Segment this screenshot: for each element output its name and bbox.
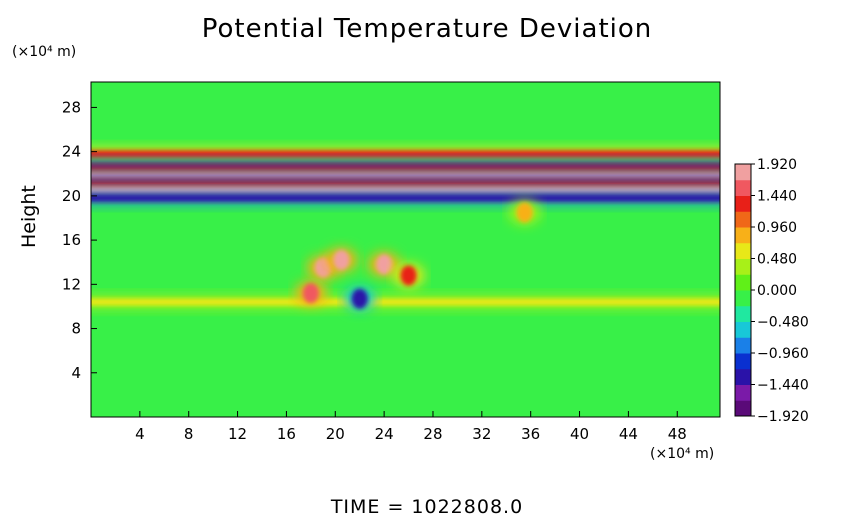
colorbar-swatch [735, 164, 751, 181]
heatmap-field [91, 146, 720, 311]
y-tick-label: 28 [62, 98, 81, 116]
colorbar-swatch [735, 321, 751, 338]
x-tick-label: 32 [472, 425, 491, 443]
field-feature [392, 263, 425, 288]
x-tick-label: 40 [570, 425, 589, 443]
field-feature [294, 281, 327, 306]
x-tick-label: 4 [135, 425, 145, 443]
colorbar-swatch [735, 258, 751, 275]
field-feature [343, 286, 376, 311]
colorbar-swatch [735, 353, 751, 370]
colorbar-tick-label: 0.000 [757, 283, 797, 299]
y-tick-label: 8 [71, 320, 81, 338]
y-axis-unit: (×10⁴ m) [12, 44, 77, 60]
y-tick-label: 4 [71, 364, 81, 382]
colorbar-swatch [735, 179, 751, 196]
field-band [91, 295, 720, 310]
colorbar-swatch [735, 337, 751, 354]
chart-title: Potential Temperature Deviation [201, 14, 653, 44]
x-tick-label: 12 [228, 425, 247, 443]
x-tick-label: 24 [375, 425, 394, 443]
field-feature [368, 252, 401, 277]
colorbar-swatch [735, 195, 751, 212]
x-tick-label: 44 [619, 425, 638, 443]
x-tick-label: 36 [521, 425, 540, 443]
colorbar-swatch [735, 400, 751, 417]
colorbar-swatch [735, 305, 751, 322]
colorbar-tick-label: −1.440 [757, 378, 809, 394]
colorbar-tick-label: 0.480 [757, 252, 797, 268]
colorbar-tick-label: −0.480 [757, 315, 809, 331]
colorbar-tick-label: 1.440 [757, 189, 797, 205]
x-tick-label: 20 [326, 425, 345, 443]
y-tick-label: 24 [62, 143, 81, 161]
x-tick-label: 8 [184, 425, 194, 443]
field-feature [508, 200, 541, 225]
colorbar-tick-label: 0.960 [757, 220, 797, 236]
colorbar-tick-label: −0.960 [757, 346, 809, 362]
colorbar-swatch [735, 227, 751, 244]
y-axis: 4 8 12 16 20 24 28 [62, 98, 97, 382]
colorbar-swatch [735, 384, 751, 401]
colorbar-swatch [735, 274, 751, 291]
field-band [91, 191, 720, 206]
field-feature [325, 248, 358, 273]
colorbar-swatch [735, 211, 751, 228]
colorbar-tick-label: −1.920 [757, 409, 809, 425]
time-readout: TIME = 1022808.0 [330, 496, 524, 518]
x-tick-label: 16 [277, 425, 296, 443]
field-band [91, 146, 720, 161]
x-tick-label: 28 [423, 425, 442, 443]
y-tick-label: 20 [62, 187, 81, 205]
colorbar: 1.920 1.440 0.960 0.480 0.000 −0.480 −0.960 −1.… [734, 157, 809, 425]
x-axis-unit: (×10⁴ m) [650, 446, 715, 462]
colorbar-swatch [735, 242, 751, 259]
x-axis: 4 8 12 16 20 24 28 32 36 40 44 48 [135, 411, 687, 443]
colorbar-swatch [735, 368, 751, 385]
colorbar-swatch [735, 290, 751, 307]
y-tick-label: 16 [62, 231, 81, 249]
plot-frame [90, 81, 721, 418]
x-tick-label: 48 [668, 425, 687, 443]
y-tick-label: 12 [62, 275, 81, 293]
plot-background [91, 82, 720, 417]
colorbar-tick-label: 1.920 [757, 157, 797, 173]
